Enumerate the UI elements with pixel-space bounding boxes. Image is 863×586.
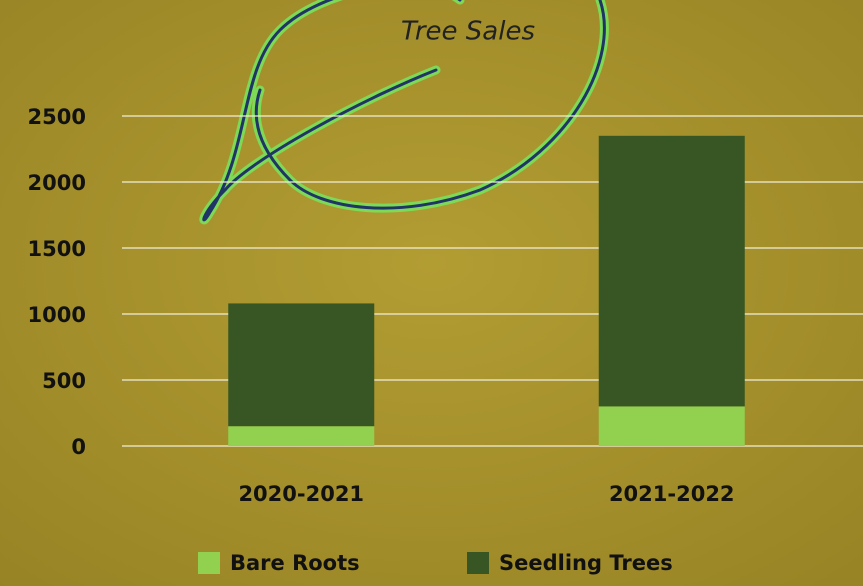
legend-label: Bare Roots: [230, 551, 360, 575]
x-tick-label: 2021-2022: [609, 482, 735, 506]
bar-segment: [599, 406, 745, 446]
bar-segment: [228, 426, 374, 446]
bar-segment: [228, 303, 374, 426]
y-tick-label: 1000: [28, 303, 86, 327]
chart: Tree Sales 0 500 1000 1500 2000 2500 2020-2021…: [0, 0, 863, 586]
y-tick-label: 2500: [28, 105, 86, 129]
legend-swatch: [467, 552, 489, 574]
x-tick-label: 2020-2021: [238, 482, 364, 506]
y-tick-label: 0: [71, 435, 86, 459]
bar-segment: [599, 136, 745, 407]
legend-label: Seedling Trees: [499, 551, 673, 575]
chart-title: Tree Sales: [401, 17, 535, 47]
y-tick-label: 1500: [28, 237, 86, 261]
legend-swatch: [198, 552, 220, 574]
y-tick-label: 2000: [28, 171, 86, 195]
y-tick-label: 500: [42, 369, 86, 393]
